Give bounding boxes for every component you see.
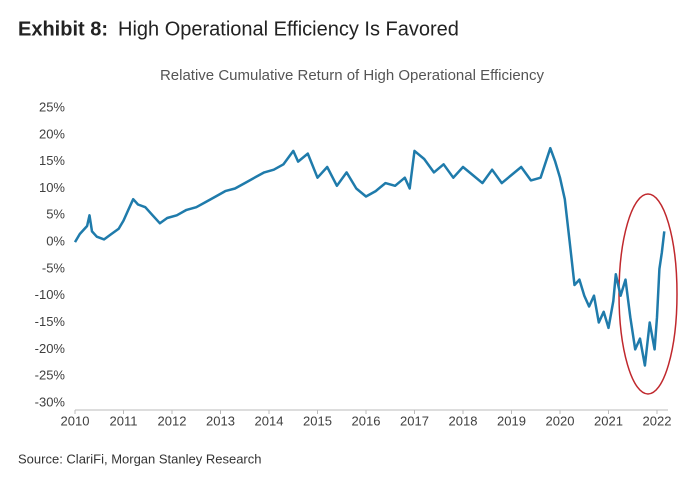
source: Source: ClariFi, Morgan Stanley Research	[18, 451, 262, 466]
chart-title: Relative Cumulative Return of High Opera…	[160, 67, 545, 84]
y-tick-label: 5%	[46, 207, 65, 222]
exhibit-label: Exhibit 8:	[18, 18, 108, 40]
x-tick-label: 2020	[546, 413, 575, 428]
y-tick-label: 0%	[46, 234, 65, 249]
x-tick-label: 2019	[497, 413, 526, 428]
y-tick-label: 25%	[39, 99, 65, 114]
x-tick-label: 2012	[158, 413, 187, 428]
y-tick-label: -15%	[35, 314, 66, 329]
x-tick-label: 2015	[303, 413, 332, 428]
line-series	[73, 146, 666, 367]
y-tick-label: -10%	[35, 287, 66, 302]
y-tick-label: -5%	[42, 260, 66, 275]
x-tick-label: 2017	[400, 413, 429, 428]
x-tick-label: 2014	[255, 413, 284, 428]
y-tick-label: -25%	[35, 368, 66, 383]
x-tick-label: 2010	[61, 413, 90, 428]
page-title: High Operational Efficiency Is Favored	[118, 18, 459, 40]
y-tick-label: 10%	[39, 180, 65, 195]
x-tick-label: 2022	[643, 413, 672, 428]
x-tick-label: 2013	[206, 413, 235, 428]
y-tick-label: 15%	[39, 153, 65, 168]
x-tick-label: 2018	[449, 413, 478, 428]
x-tick-label: 2021	[594, 413, 623, 428]
x-tick-label: 2011	[110, 413, 138, 428]
y-tick-label: -30%	[35, 394, 66, 409]
y-tick-label: -20%	[35, 341, 66, 356]
x-tick-label: 2016	[352, 413, 381, 428]
y-tick-label: 20%	[39, 126, 65, 141]
